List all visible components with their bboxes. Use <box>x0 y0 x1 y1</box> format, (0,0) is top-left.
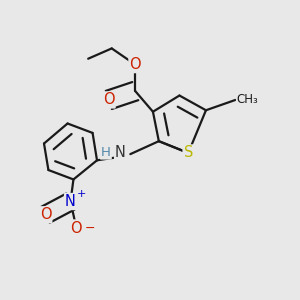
Text: N: N <box>115 145 126 160</box>
Text: H: H <box>101 146 111 159</box>
Text: CH₃: CH₃ <box>237 93 259 106</box>
Text: O: O <box>40 207 51 222</box>
Text: −: − <box>84 221 95 235</box>
Text: O: O <box>70 220 82 236</box>
Text: +: + <box>77 189 86 199</box>
Text: N: N <box>65 194 76 209</box>
Text: O: O <box>103 92 115 107</box>
Text: O: O <box>130 57 141 72</box>
Text: S: S <box>184 146 193 160</box>
